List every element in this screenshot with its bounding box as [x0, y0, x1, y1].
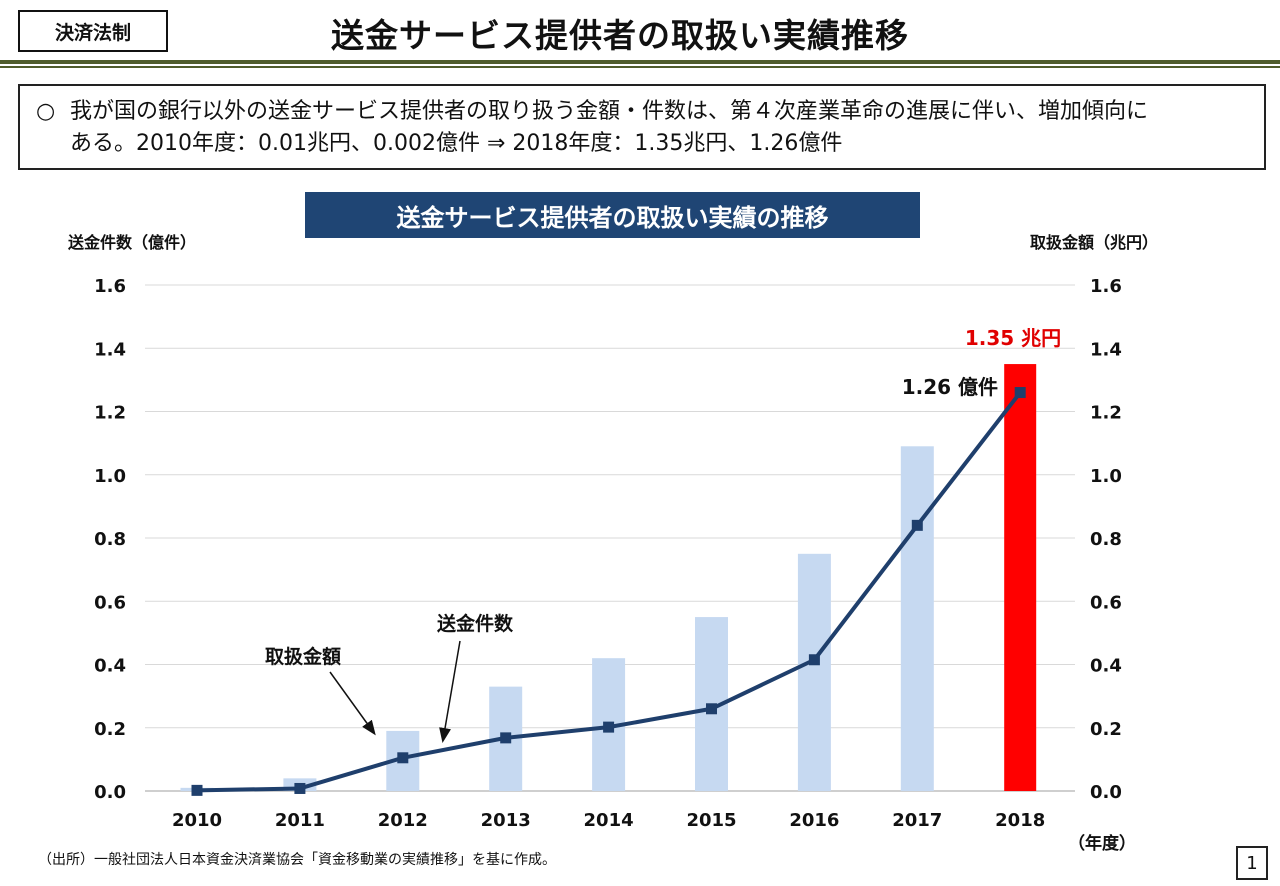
x-tick-label: 2016: [789, 810, 839, 831]
right-axis-title: 取扱金額（兆円）: [1030, 233, 1159, 252]
y-tick-label-right: 0.2: [1090, 719, 1122, 740]
y-tick-label-left: 0.6: [94, 592, 126, 613]
series-callout-count: 送金件数: [437, 612, 514, 635]
callout-arrow-amount: [329, 671, 376, 736]
x-axis-unit: （年度）: [1068, 834, 1136, 854]
section-tag: 決済法制: [18, 10, 168, 52]
summary-text-1: 我が国の銀行以外の送金サービス提供者の取り扱う金額・件数は、第４次産業革命の進展…: [70, 99, 1149, 124]
y-tick-label-right: 1.4: [1090, 339, 1122, 360]
bar-value-label: 1.35 兆円: [965, 326, 1061, 350]
x-tick-label: 2014: [584, 810, 634, 831]
y-tick-label-right: 1.2: [1090, 403, 1122, 424]
header-divider: [0, 60, 1280, 64]
y-tick-label-left: 0.8: [94, 529, 126, 550]
x-tick-label: 2018: [995, 810, 1045, 831]
x-tick-label: 2011: [275, 810, 325, 831]
bar: [1004, 364, 1037, 791]
y-tick-label-left: 1.2: [94, 403, 126, 424]
summary-line-1: ○ 我が国の銀行以外の送金サービス提供者の取り扱う金額・件数は、第４次産業革命の進…: [36, 96, 1250, 128]
line-point-marker: [1014, 387, 1026, 399]
y-tick-label-left: 1.0: [94, 466, 126, 487]
line-point-marker: [706, 703, 717, 715]
y-tick-label-right: 0.8: [1090, 529, 1122, 550]
callout-arrow-count: [439, 640, 461, 743]
x-tick-label: 2012: [378, 810, 428, 831]
line-value-label: 1.26 億件: [902, 375, 998, 399]
summary-box: ○ 我が国の銀行以外の送金サービス提供者の取り扱う金額・件数は、第４次産業革命の進…: [18, 84, 1266, 170]
line-point-marker: [397, 752, 409, 764]
line-point-marker: [808, 654, 820, 666]
bar: [797, 553, 831, 791]
y-tick-label-right: 0.6: [1090, 592, 1122, 613]
x-tick-label: 2017: [892, 810, 942, 831]
line-point-marker: [911, 519, 923, 531]
y-tick-label-right: 0.0: [1090, 782, 1122, 803]
y-tick-label-right: 0.4: [1090, 656, 1122, 677]
page-number: 1: [1236, 846, 1268, 880]
y-tick-label-right: 1.6: [1090, 276, 1122, 297]
bullet-icon: ○: [36, 99, 56, 124]
left-axis-title: 送金件数（億件）: [68, 233, 197, 252]
x-tick-label: 2010: [172, 810, 222, 831]
page-title: 送金サービス提供者の取扱い実績推移: [331, 16, 909, 55]
header-divider-thin: [0, 66, 1280, 68]
line-point-marker: [294, 782, 306, 794]
x-tick-label: 2013: [481, 810, 531, 831]
summary-text-2: ある。2010年度：0.01兆円、0.002億件 ⇒ 2018年度：1.35兆円…: [70, 131, 843, 156]
series-callout-amount: 取扱金額: [265, 645, 341, 668]
y-tick-label-left: 0.2: [94, 719, 126, 740]
y-tick-label-left: 0.0: [94, 782, 126, 803]
y-tick-label-left: 1.6: [94, 276, 126, 297]
source-note: （出所）一般社団法人日本資金決済業協会「資金移動業の実績推移」を基に作成。: [38, 852, 556, 868]
x-tick-label: 2015: [686, 810, 736, 831]
bar: [900, 446, 934, 791]
y-tick-label-left: 0.4: [94, 656, 126, 677]
line-point-marker: [500, 732, 512, 744]
y-tick-label-right: 1.0: [1090, 466, 1122, 487]
chart-title: 送金サービス提供者の取扱い実績の推移: [305, 192, 920, 238]
line-point-marker: [603, 721, 615, 733]
y-tick-label-left: 1.4: [94, 339, 126, 360]
line-point-marker: [191, 784, 203, 796]
